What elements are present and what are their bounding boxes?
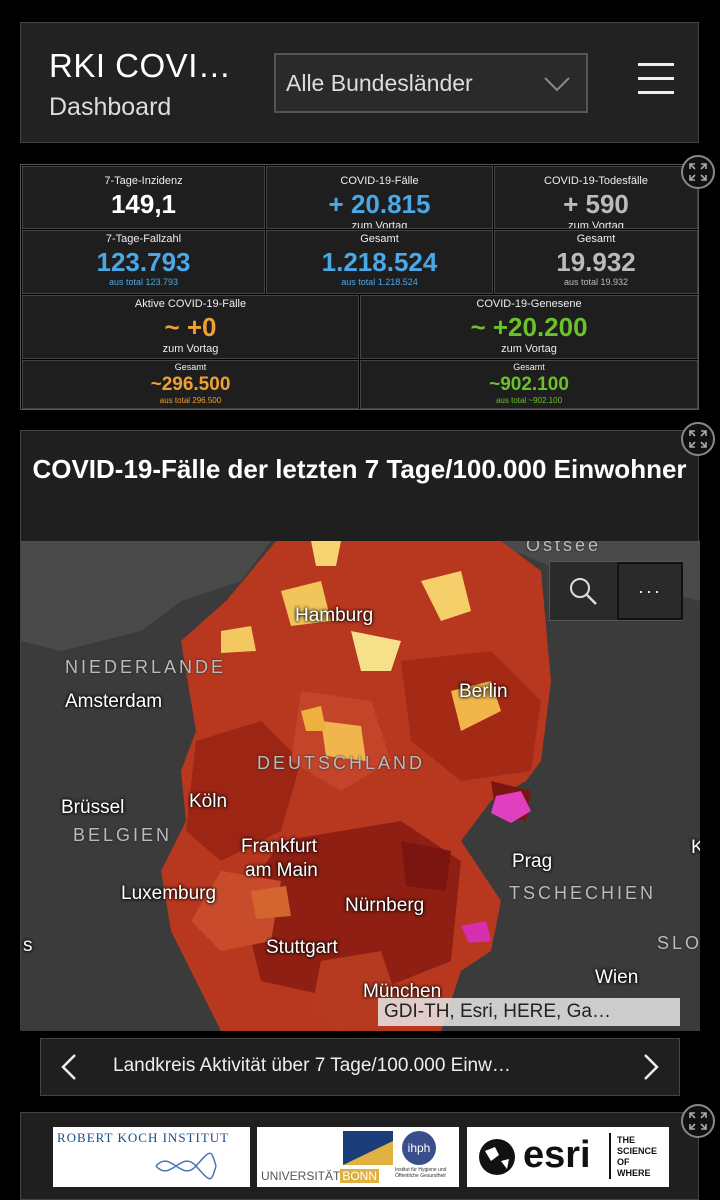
map-toolbar: ··· (549, 561, 683, 621)
esri-logo-text: esri (523, 1134, 591, 1176)
stat-label: Gesamt (513, 362, 545, 372)
map-label-edge-slo: SLO (657, 933, 700, 953)
uni-bonn-logo[interactable]: UNIVERSITÄT BONN ihph Institut für Hygien… (257, 1127, 459, 1187)
rki-logo[interactable]: ROBERT KOCH INSTITUT (53, 1127, 250, 1187)
uni-bonn-text-bold: BONN (340, 1169, 380, 1183)
map-label-wien: Wien (595, 967, 639, 988)
dna-icon (155, 1152, 217, 1180)
map-label-deutschland: DEUTSCHLAND (257, 753, 426, 773)
stat-value: + 590 (563, 189, 629, 219)
map-label-edge-s: s (23, 935, 33, 956)
map-label-bruessel: Brüssel (61, 797, 125, 818)
stat-sub: aus total 296.500 (159, 396, 222, 405)
stat-label: COVID-19-Genesene (476, 298, 582, 310)
map-label-edge-k: K (691, 837, 700, 858)
stat-value: 19.932 (556, 247, 636, 277)
chevron-left-icon[interactable] (61, 1053, 77, 1081)
uni-bonn-emblem-icon (343, 1131, 393, 1165)
layer-nav-label: Landkreis Aktivität über 7 Tage/100.000 … (113, 1055, 511, 1076)
map-label-koeln: Köln (189, 791, 228, 812)
uni-bonn-text: UNIVERSITÄT (261, 1169, 341, 1183)
stat-genesene-gesamt: Gesamt ~902.100 aus total ~902.100 (360, 360, 698, 409)
stat-value: ~902.100 (489, 374, 569, 395)
map-canvas (21, 541, 700, 1031)
expand-icon[interactable] (681, 155, 715, 189)
map-label-prag: Prag (512, 851, 553, 872)
search-icon (570, 578, 597, 605)
stat-sub: aus total 123.793 (108, 277, 179, 287)
rki-logo-text: ROBERT KOCH INSTITUT (57, 1130, 230, 1145)
stat-faelle: COVID-19-Fälle + 20.815 zum Vortag (266, 166, 493, 229)
stat-label: 7-Tage-Inzidenz (104, 175, 183, 187)
stat-sub: aus total 1.218.524 (341, 277, 418, 287)
stat-label: Gesamt (576, 233, 616, 245)
map-search-button[interactable] (550, 562, 616, 620)
app-subtitle: Dashboard (49, 93, 172, 121)
expand-icon[interactable] (681, 422, 715, 456)
stat-sub: zum Vortag (162, 343, 219, 355)
stat-sub: aus total ~902.100 (495, 396, 563, 405)
stat-value: + 20.815 (328, 189, 431, 219)
layer-nav-bar: Landkreis Aktivität über 7 Tage/100.000 … (40, 1038, 680, 1096)
stat-label: COVID-19-Fälle (340, 175, 419, 187)
map-label-niederlande: NIEDERLANDE (65, 657, 227, 677)
ihph-logo: ihph (402, 1131, 436, 1165)
stat-inzidenz: 7-Tage-Inzidenz 149,1 (22, 166, 265, 229)
map-attribution[interactable]: GDI-TH, Esri, HERE, Ga… (378, 998, 680, 1026)
stat-genesene: COVID-19-Genesene ~ +20.200 zum Vortag (360, 295, 698, 359)
map-label-amsterdam: Amsterdam (65, 691, 163, 712)
stat-label: COVID-19-Todesfälle (544, 175, 648, 187)
map-label-frankfurt: Frankfurt (241, 836, 318, 857)
hamburger-menu-icon[interactable] (638, 63, 674, 97)
stat-value: ~296.500 (150, 374, 231, 395)
stat-todesfaelle: COVID-19-Todesfälle + 590 zum Vortag (494, 166, 698, 229)
stat-label: Gesamt (360, 233, 399, 245)
stat-sub: zum Vortag (351, 220, 408, 229)
map-label-frankfurt-sub: am Main (245, 860, 318, 881)
stat-faelle-gesamt: Gesamt 1.218.524 aus total 1.218.524 (266, 230, 493, 294)
chevron-right-icon[interactable] (643, 1053, 659, 1081)
stat-sub: aus total 19.932 (563, 277, 629, 287)
map-label-stuttgart: Stuttgart (266, 937, 338, 958)
app-title: RKI COVI… (49, 47, 232, 84)
map-title: COVID-19-Fälle der letzten 7 Tage/100.00… (32, 454, 687, 484)
stat-label: 7-Tage-Fallzahl (105, 233, 182, 245)
stat-value: 1.218.524 (321, 247, 438, 277)
header-bar: RKI COVI… Dashboard Alle Bundesländer (20, 22, 699, 143)
stat-sub: zum Vortag (568, 220, 624, 229)
map-panel: COVID-19-Fälle der letzten 7 Tage/100.00… (20, 430, 700, 1031)
map-label-hamburg: Hamburg (295, 605, 374, 626)
stat-value: 149,1 (110, 189, 177, 219)
stats-panel: 7-Tage-Inzidenz 149,1 COVID-19-Fälle + 2… (20, 164, 699, 410)
map-label-luxemburg: Luxemburg (121, 883, 217, 904)
expand-icon[interactable] (681, 1104, 715, 1138)
chevron-down-icon (544, 77, 570, 91)
ihph-subtitle: Institut für Hygiene und Öffentliche Ges… (395, 1167, 447, 1179)
incidence-map[interactable]: Ostsee Hamburg NIEDERLANDE Amsterdam Ber… (21, 541, 700, 1031)
stat-value: ~ +0 (164, 312, 217, 342)
esri-tagline: THE SCIENCE OF WHERE (617, 1135, 658, 1178)
esri-logo[interactable]: esri THE SCIENCE OF WHERE (467, 1127, 669, 1187)
region-select-value: Alle Bundesländer (286, 69, 473, 96)
stat-label: Aktive COVID-19-Fälle (134, 298, 247, 310)
globe-icon (479, 1139, 515, 1175)
map-label-belgien: BELGIEN (73, 825, 173, 845)
stat-aktive: Aktive COVID-19-Fälle ~ +0 zum Vortag (22, 295, 359, 359)
map-label-tschechien: TSCHECHIEN (509, 883, 657, 903)
stat-aktive-gesamt: Gesamt ~296.500 aus total 296.500 (22, 360, 359, 409)
map-label-muenchen: München (363, 981, 442, 1002)
region-select[interactable]: Alle Bundesländer (274, 53, 588, 113)
map-label-nuernberg: Nürnberg (345, 895, 425, 916)
logo-bar: ROBERT KOCH INSTITUT UNIVERSITÄT BONN ihp… (20, 1112, 699, 1200)
stat-label: Gesamt (174, 362, 207, 372)
stat-sub: zum Vortag (501, 343, 557, 355)
stat-value: 123.793 (96, 247, 191, 277)
stat-fallzahl: 7-Tage-Fallzahl 123.793 aus total 123.79… (22, 230, 265, 294)
stat-value: ~ +20.200 (470, 312, 588, 342)
map-more-button[interactable]: ··· (617, 562, 683, 620)
map-label-ostsee: Ostsee (526, 541, 602, 555)
map-label-berlin: Berlin (459, 681, 508, 702)
stat-tode-gesamt: Gesamt 19.932 aus total 19.932 (494, 230, 698, 294)
